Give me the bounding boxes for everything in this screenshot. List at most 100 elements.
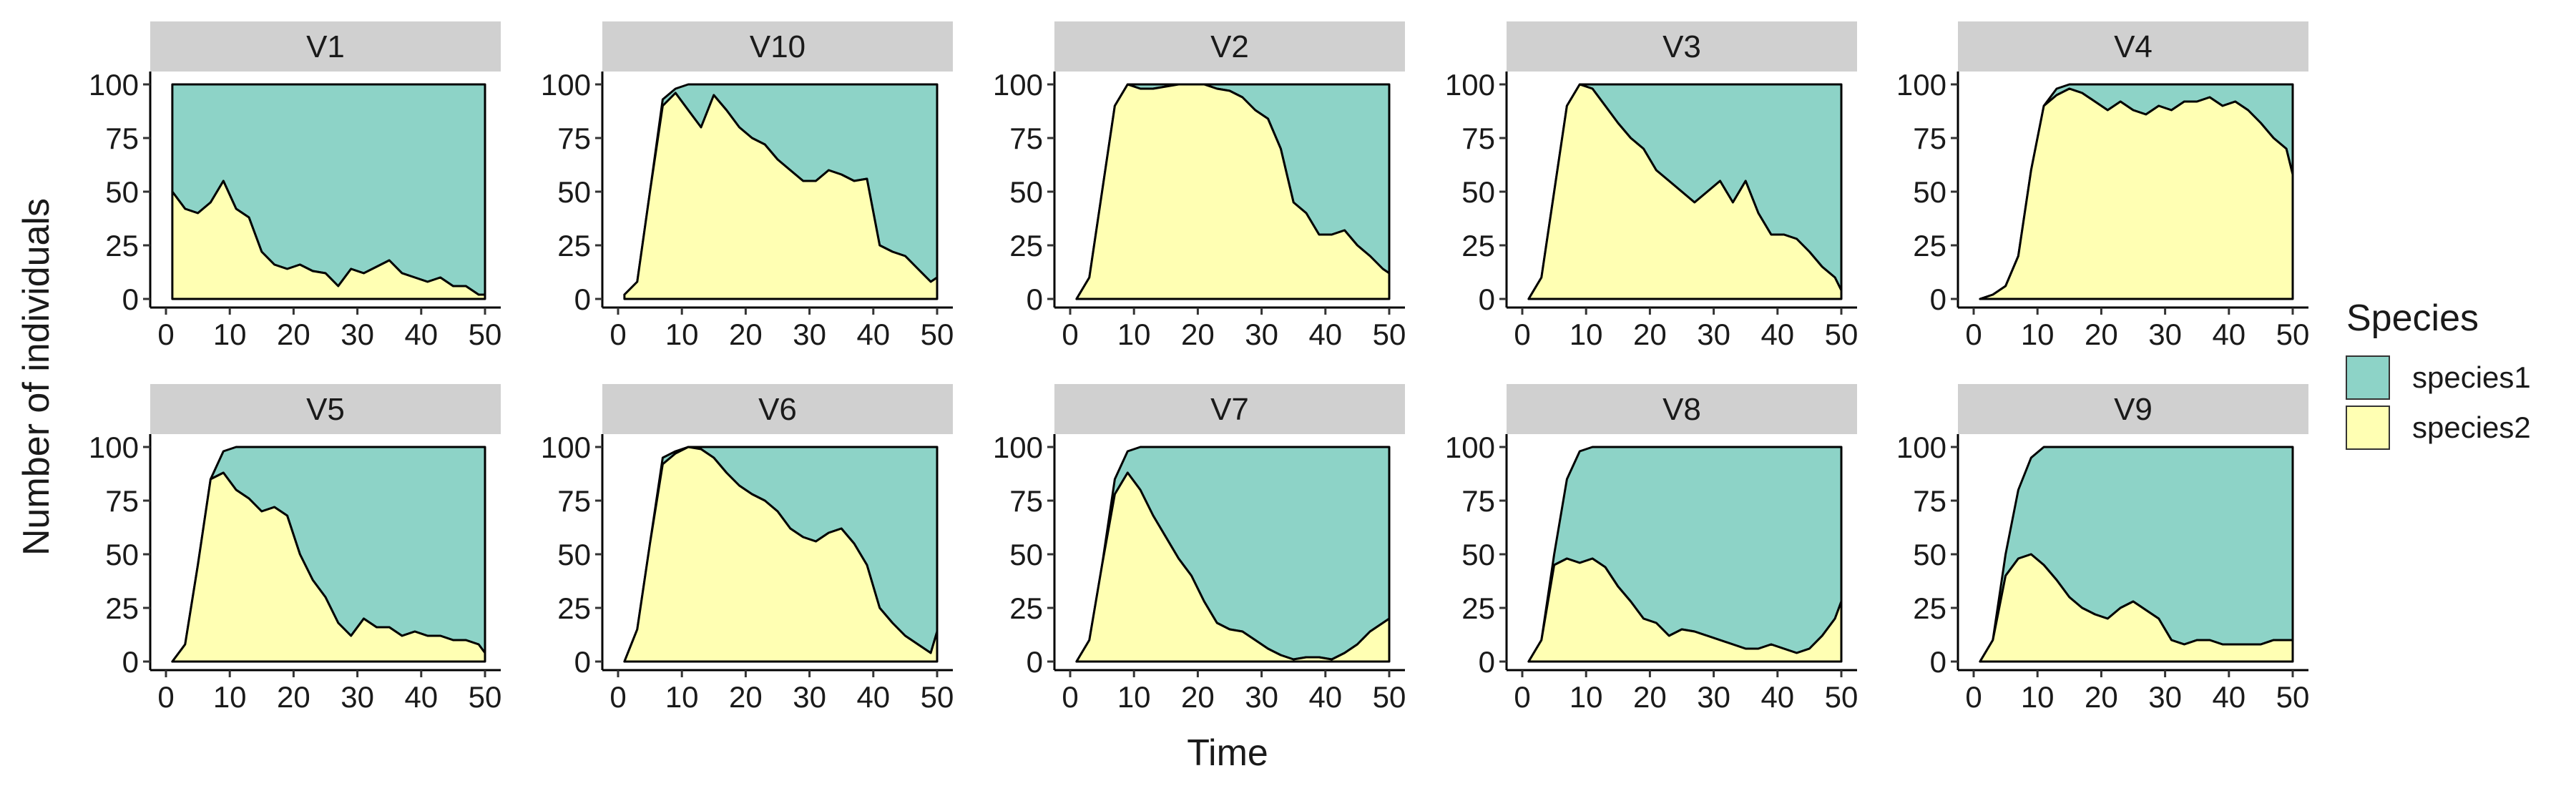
x-tick-label: 0 bbox=[157, 680, 174, 714]
y-tick-label: 50 bbox=[1913, 175, 1946, 209]
x-tick-label: 50 bbox=[1373, 318, 1406, 351]
y-tick-label: 0 bbox=[574, 282, 591, 316]
y-tick-label: 25 bbox=[1461, 229, 1495, 262]
y-tick-label: 50 bbox=[1009, 175, 1043, 209]
facet-strip bbox=[1054, 384, 1405, 434]
x-tick-label: 40 bbox=[1308, 680, 1342, 714]
x-tick-label: 40 bbox=[1760, 318, 1794, 351]
y-tick-label: 100 bbox=[993, 68, 1043, 102]
y-tick-label: 0 bbox=[122, 282, 139, 316]
legend-title: Species bbox=[2346, 298, 2479, 339]
area-species2 bbox=[1527, 557, 1843, 663]
area-species2 bbox=[623, 446, 939, 663]
legend-label-species2: species2 bbox=[2412, 411, 2531, 444]
facet-strip-label: V2 bbox=[1210, 29, 1249, 64]
x-tick-label: 30 bbox=[1245, 680, 1278, 714]
x-tick-label: 50 bbox=[1825, 680, 1858, 714]
area-species2 bbox=[623, 92, 939, 300]
y-tick-label: 25 bbox=[1913, 591, 1946, 625]
x-tick-label: 50 bbox=[1373, 680, 1406, 714]
y-tick-label: 50 bbox=[105, 175, 139, 209]
y-tick-label: 100 bbox=[89, 431, 139, 464]
facet-strip-label: V4 bbox=[2114, 29, 2153, 64]
facet-strip bbox=[602, 384, 953, 434]
x-tick-label: 20 bbox=[1633, 680, 1667, 714]
x-tick-label: 20 bbox=[2085, 680, 2118, 714]
y-tick-label: 0 bbox=[1027, 645, 1043, 679]
facet-strip bbox=[602, 21, 953, 72]
x-tick-label: 0 bbox=[1062, 318, 1078, 351]
facet-panel-v2: V2 0 25 50 75 100 0 10 20 30 40 50 bbox=[993, 21, 1406, 351]
y-tick-label: 75 bbox=[557, 122, 591, 155]
facet-strip-label: V8 bbox=[1662, 392, 1701, 427]
x-tick-label: 50 bbox=[921, 318, 954, 351]
x-tick-label: 30 bbox=[1697, 318, 1730, 351]
y-tick-label: 25 bbox=[557, 591, 591, 625]
y-tick-label: 75 bbox=[557, 484, 591, 518]
y-tick-label: 0 bbox=[1930, 645, 1946, 679]
x-tick-label: 10 bbox=[2021, 680, 2055, 714]
y-tick-label: 50 bbox=[557, 538, 591, 571]
x-tick-label: 20 bbox=[1181, 318, 1215, 351]
y-tick-label: 0 bbox=[574, 645, 591, 679]
y-tick-label: 50 bbox=[105, 538, 139, 571]
area-species2 bbox=[1979, 87, 2294, 300]
x-tick-label: 30 bbox=[2148, 680, 2182, 714]
x-tick-label: 30 bbox=[793, 680, 826, 714]
x-tick-label: 40 bbox=[856, 318, 890, 351]
x-tick-label: 40 bbox=[1308, 318, 1342, 351]
x-tick-label: 50 bbox=[921, 680, 954, 714]
x-tick-label: 50 bbox=[2276, 318, 2310, 351]
facet-strip-label: V7 bbox=[1210, 392, 1249, 427]
y-tick-label: 75 bbox=[105, 484, 139, 518]
area-species2 bbox=[1979, 553, 2294, 663]
y-tick-label: 25 bbox=[557, 229, 591, 262]
x-tick-label: 0 bbox=[1965, 318, 1982, 351]
x-tick-label: 10 bbox=[1569, 318, 1603, 351]
x-tick-label: 30 bbox=[341, 318, 374, 351]
facet-strip bbox=[1507, 21, 1857, 72]
x-tick-label: 40 bbox=[404, 680, 438, 714]
facet-panel-v3: V3 0 25 50 75 100 0 10 20 30 40 50 bbox=[1445, 21, 1858, 351]
legend: Species species1 species2 bbox=[2346, 298, 2531, 450]
legend-swatch-species2 bbox=[2346, 406, 2390, 450]
x-tick-label: 10 bbox=[2021, 318, 2055, 351]
x-tick-label: 20 bbox=[277, 680, 310, 714]
y-tick-label: 0 bbox=[1479, 645, 1495, 679]
legend-swatch-species1 bbox=[2346, 355, 2390, 400]
x-tick-label: 10 bbox=[665, 318, 699, 351]
area-species2 bbox=[1075, 83, 1391, 300]
x-tick-label: 0 bbox=[609, 680, 626, 714]
x-tick-label: 50 bbox=[2276, 680, 2310, 714]
facet-strip-label: V6 bbox=[758, 392, 797, 427]
y-tick-label: 100 bbox=[541, 68, 591, 102]
y-tick-label: 75 bbox=[1461, 122, 1495, 155]
facet-strip bbox=[1054, 21, 1405, 72]
y-tick-label: 0 bbox=[1479, 282, 1495, 316]
facet-panel-v7: V7 0 25 50 75 100 0 10 20 30 40 50 bbox=[993, 384, 1406, 714]
area-species2 bbox=[1527, 83, 1843, 300]
y-tick-label: 0 bbox=[1930, 282, 1946, 316]
y-tick-label: 25 bbox=[1461, 591, 1495, 625]
y-tick-label: 75 bbox=[1913, 122, 1946, 155]
y-tick-label: 50 bbox=[1009, 538, 1043, 571]
x-tick-label: 30 bbox=[2148, 318, 2182, 351]
x-tick-label: 50 bbox=[469, 318, 502, 351]
x-tick-label: 40 bbox=[2212, 680, 2246, 714]
x-tick-label: 40 bbox=[856, 680, 890, 714]
y-tick-label: 0 bbox=[122, 645, 139, 679]
x-tick-label: 10 bbox=[665, 680, 699, 714]
area-species2 bbox=[171, 180, 486, 300]
y-tick-label: 50 bbox=[1913, 538, 1946, 571]
x-tick-label: 20 bbox=[1633, 318, 1667, 351]
x-tick-label: 50 bbox=[469, 680, 502, 714]
x-tick-label: 0 bbox=[1062, 680, 1078, 714]
y-tick-label: 25 bbox=[1009, 229, 1043, 262]
x-tick-label: 30 bbox=[793, 318, 826, 351]
facet-panel-v9: V9 0 25 50 75 100 0 10 20 30 40 50 bbox=[1896, 384, 2309, 714]
x-tick-label: 40 bbox=[1760, 680, 1794, 714]
legend-label-species1: species1 bbox=[2412, 360, 2531, 394]
y-tick-label: 100 bbox=[1445, 68, 1495, 102]
